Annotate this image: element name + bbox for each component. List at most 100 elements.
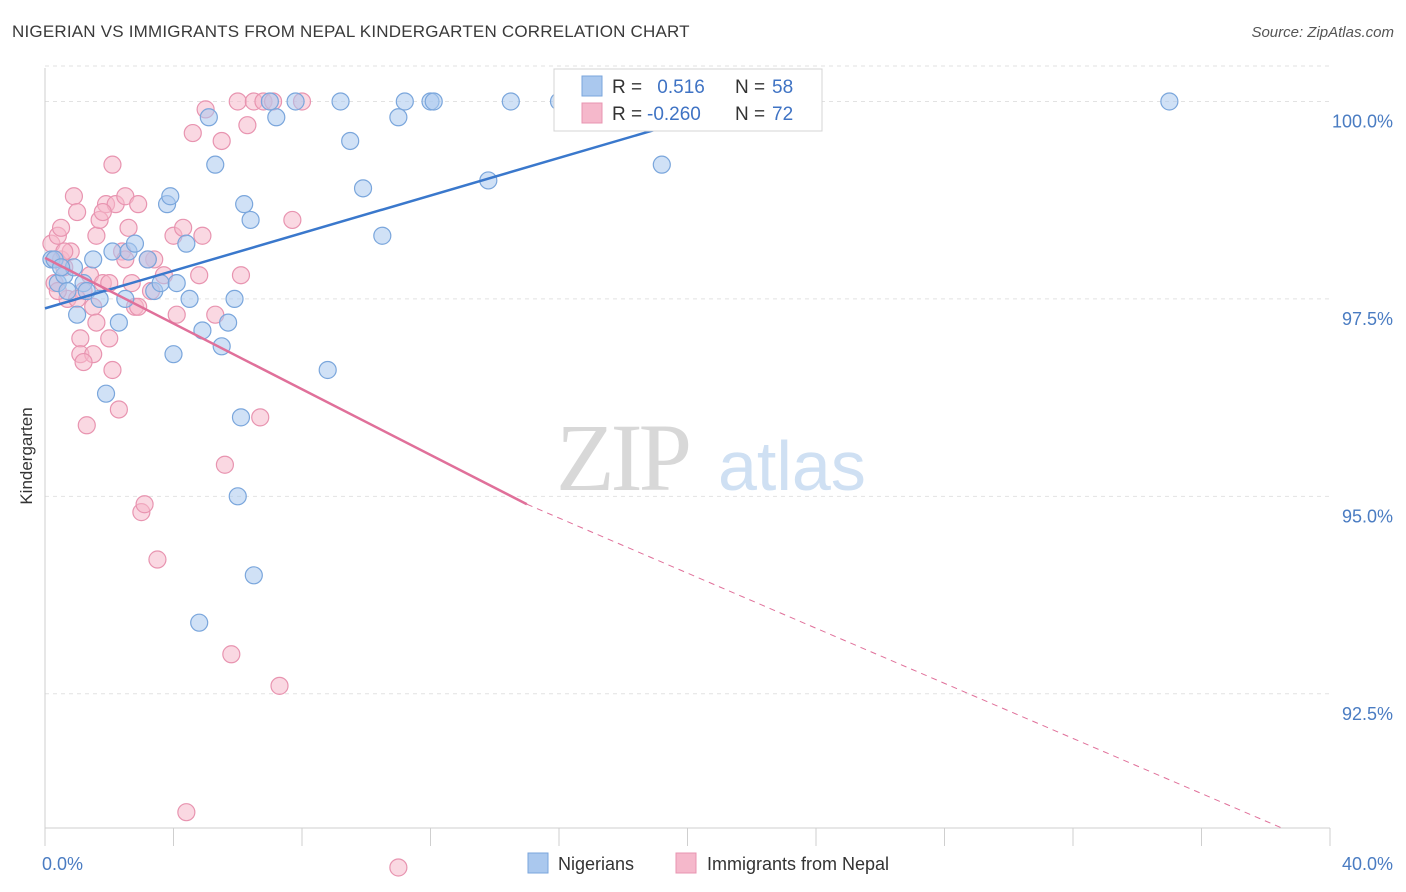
nepal-point-37 xyxy=(148,550,167,569)
nepal-point-8 xyxy=(64,187,84,206)
nigerian-point-12 xyxy=(103,242,122,261)
nepal-point-43 xyxy=(183,123,202,143)
stats-n-value-nigerians: 58 xyxy=(772,77,793,98)
nigerian-point-41 xyxy=(318,360,337,380)
nepal-point-10 xyxy=(71,329,90,348)
stats-swatch-nigerians xyxy=(581,75,603,97)
y-tick-labels: 100.0% 97.5% 95.0% 92.5% xyxy=(1332,111,1393,723)
nepal-point-48 xyxy=(212,131,231,151)
nigerian-point-40 xyxy=(286,92,305,111)
nepal-point-70 xyxy=(93,202,112,222)
nepal-point-42 xyxy=(177,803,196,822)
stats-n-label-nigerians: N = xyxy=(735,77,765,98)
stats-legend: R = 0.516 N = 58 R = -0.260 N = 72 xyxy=(553,68,823,132)
nigerian-point-9 xyxy=(84,250,103,269)
stats-r-label-nepal: R = xyxy=(612,104,642,125)
nigerian-point-29 xyxy=(206,155,225,174)
nepal-points xyxy=(42,92,408,877)
nigerian-point-4 xyxy=(58,281,77,301)
nigerian-point-51 xyxy=(501,92,520,111)
nigerian-point-6 xyxy=(68,305,87,324)
nigerian-point-43 xyxy=(341,131,360,151)
nepal-point-34 xyxy=(135,495,154,514)
legend-label-nepal: Immigrants from Nepal xyxy=(707,854,889,874)
nigerian-point-28 xyxy=(199,108,218,127)
nepal-point-51 xyxy=(228,92,247,111)
nepal-point-58 xyxy=(270,676,289,695)
nepal-point-29 xyxy=(119,218,138,237)
watermark-atlas: atlas xyxy=(718,427,866,505)
gridlines xyxy=(45,65,1330,695)
nigerian-point-25 xyxy=(180,289,199,309)
nigerian-point-33 xyxy=(228,487,247,506)
nigerian-point-23 xyxy=(167,274,186,293)
stats-swatch-nepal xyxy=(581,102,603,124)
nepal-trend-line xyxy=(44,256,528,506)
nepal-point-66 xyxy=(74,352,93,372)
axes xyxy=(44,68,1331,846)
y-tick-label-1: 97.5% xyxy=(1342,309,1393,329)
y-tick-label-0: 100.0% xyxy=(1332,111,1393,131)
nepal-point-68 xyxy=(389,858,408,877)
nigerian-point-42 xyxy=(331,92,350,111)
nepal-point-17 xyxy=(87,313,106,332)
y-tick-label-2: 95.0% xyxy=(1342,506,1393,526)
nigerian-point-11 xyxy=(96,384,116,403)
nigerian-point-32 xyxy=(225,289,244,309)
stats-r-value-nigerians: 0.516 xyxy=(652,77,705,98)
stats-r-value-nepal: -0.260 xyxy=(647,104,701,125)
nigerian-point-57 xyxy=(1160,92,1179,111)
nepal-point-53 xyxy=(238,116,257,135)
nigerian-point-31 xyxy=(219,313,238,332)
nigerian-point-36 xyxy=(241,210,260,230)
y-axis-title: Kindergarten xyxy=(17,407,36,504)
nigerian-trend-line xyxy=(44,100,753,310)
y-tick-label-3: 92.5% xyxy=(1342,704,1393,724)
nepal-point-52 xyxy=(231,266,251,285)
nigerian-point-49 xyxy=(424,92,443,111)
nigerian-point-39 xyxy=(267,108,286,127)
nigerian-point-37 xyxy=(244,566,263,585)
nepal-point-40 xyxy=(167,305,186,324)
watermark-zip: ZIP xyxy=(556,404,689,511)
nepal-point-26 xyxy=(109,400,128,419)
bottom-legend: Nigerians Immigrants from Nepal xyxy=(527,852,889,874)
nepal-trend-extension xyxy=(526,503,1283,829)
nigerian-point-13 xyxy=(109,313,128,332)
nigerian-point-45 xyxy=(373,226,392,245)
stats-r-label-nigerians: R = xyxy=(612,77,642,98)
nigerian-point-17 xyxy=(138,250,157,269)
nigerian-point-34 xyxy=(231,408,251,427)
nigerian-point-38 xyxy=(260,92,279,111)
nigerian-point-46 xyxy=(389,108,408,127)
stats-n-label-nepal: N = xyxy=(735,104,765,125)
nigerian-point-44 xyxy=(353,179,373,198)
nigerian-point-16 xyxy=(125,234,145,253)
nepal-point-49 xyxy=(215,455,234,474)
stats-n-value-nepal: 72 xyxy=(772,104,793,125)
nepal-point-13 xyxy=(77,416,96,435)
chart-title: NIGERIAN VS IMMIGRANTS FROM NEPAL KINDER… xyxy=(12,22,690,41)
nepal-point-61 xyxy=(51,218,71,237)
nigerian-points xyxy=(42,92,1179,632)
nepal-point-24 xyxy=(103,360,122,380)
nigerian-point-24 xyxy=(177,234,196,253)
nepal-point-22 xyxy=(100,329,119,348)
source-label: Source: ZipAtlas.com xyxy=(1251,24,1394,41)
nigerian-point-35 xyxy=(235,195,254,214)
legend-label-nigerians: Nigerians xyxy=(558,854,634,874)
nigerian-point-47 xyxy=(395,92,414,111)
nepal-point-44 xyxy=(190,266,209,285)
nepal-point-45 xyxy=(193,226,212,245)
nepal-point-32 xyxy=(129,195,148,214)
x-tick-label-left: 0.0% xyxy=(42,854,83,874)
legend-swatch-nigerians xyxy=(527,852,549,874)
nepal-point-41 xyxy=(174,218,193,237)
nepal-point-18 xyxy=(87,226,106,245)
trend-lines xyxy=(44,100,1283,829)
nigerian-point-26 xyxy=(190,613,209,632)
x-tick-label-right: 40.0% xyxy=(1342,854,1393,874)
nepal-point-9 xyxy=(68,202,87,222)
nepal-point-50 xyxy=(222,645,241,664)
